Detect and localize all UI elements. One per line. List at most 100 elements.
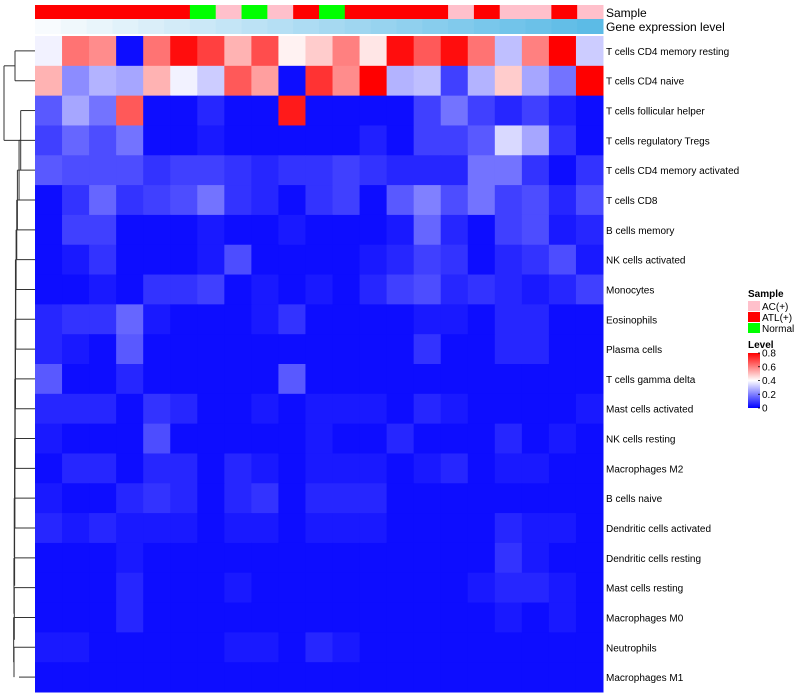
heatmap-cell [386,483,415,514]
heatmap-cell [224,662,252,693]
heatmap-cell [278,632,306,663]
heatmap-cell [548,155,577,186]
heatmap-cell [467,393,496,425]
heatmap-cell [35,36,63,67]
heatmap-cell [494,662,523,693]
legend-level-tick-label: 0 [762,404,768,415]
heatmap-cell [386,453,415,484]
heatmap-cell [467,423,496,454]
heatmap-cell [89,155,117,186]
heatmap-cell [521,572,550,604]
heatmap-cell [467,214,496,246]
heatmap-cell [440,483,469,514]
heatmap-cell [467,95,496,126]
heatmap-cell [35,65,63,97]
heatmap-cell [575,65,604,97]
row-label: Dendritic cells activated [606,524,711,535]
heatmap-cell [251,423,279,454]
row-label: Neutrophils [606,643,657,654]
heatmap-cell [116,185,144,216]
sample-annotation-bar [35,5,604,19]
heatmap-cell [359,483,388,514]
row-label: B cells memory [606,226,674,237]
heatmap-cell [278,95,306,126]
heatmap-cell [224,632,252,663]
heatmap-cell [116,155,144,186]
heatmap-cell [224,572,252,604]
heatmap-cell [197,423,225,454]
heatmap-cell [197,185,225,216]
heatmap-cell [440,423,469,454]
heatmap-cell [440,513,469,544]
heatmap-cell [467,244,496,276]
heatmap-cell [224,513,252,544]
heatmap-cell [494,185,523,216]
heatmap-cell [359,95,388,126]
heatmap-cell [62,214,90,246]
heatmap-cell [440,65,469,97]
legend-level-tick-label: 0.4 [762,376,776,387]
heatmap-cell [251,572,279,604]
sample-annotation-cell [499,5,527,19]
heatmap-cell [521,185,550,216]
heatmap-cell [35,334,63,365]
heatmap-cell [170,602,198,633]
heatmap-cell [143,632,171,663]
heatmap-cell [413,95,442,126]
heatmap-cell [170,364,198,395]
heatmap-cell [386,662,415,693]
heatmap-cell [89,572,117,604]
heatmap-cell [251,125,279,156]
legend-level-tick-label: 0.2 [762,390,776,401]
heatmap-cell [305,513,334,544]
expression-annotation-cell [60,19,88,34]
heatmap-cell [494,513,523,544]
heatmap-cell [197,364,225,395]
heatmap-cell [116,36,144,67]
heatmap-cell [35,214,63,246]
legend-sample-label: ATL(+) [762,313,792,324]
heatmap-cell [116,125,144,156]
heatmap-cell [116,244,144,276]
heatmap-cell [332,125,361,156]
heatmap-cell [89,304,117,335]
heatmap-cell [413,65,442,97]
heatmap-cell [521,662,550,693]
heatmap-cell [35,542,63,574]
heatmap-cell [224,155,252,186]
heatmap-cell [305,95,334,126]
heatmap-cells [35,36,604,693]
sample-annotation-cell [422,5,449,19]
heatmap-cell [62,364,90,395]
heatmap-cell [359,155,388,186]
heatmap-cell [224,453,252,484]
legend-sample-title: Sample [748,289,784,300]
expression-annotation-cell [112,19,139,34]
heatmap-cell [224,334,252,365]
heatmap-cell [224,214,252,246]
heatmap-cell [386,125,415,156]
heatmap-cell [278,542,306,574]
heatmap-cell [35,244,63,276]
heatmap-cell [35,95,63,126]
heatmap-cell [494,632,523,663]
heatmap-cell [467,36,496,67]
heatmap-cell [197,334,225,365]
heatmap-cell [278,185,306,216]
heatmap-cell [548,36,577,67]
heatmap-cell [170,453,198,484]
heatmap-cell [467,513,496,544]
heatmap-cell [35,662,63,693]
heatmap-cell [494,155,523,186]
row-label: T cells CD4 naive [606,77,685,88]
heatmap-cell [116,95,144,126]
heatmap-cell [170,304,198,335]
heatmap-cell [62,334,90,365]
heatmap-cell [575,632,604,663]
heatmap-cell [548,513,577,544]
heatmap-cell [521,513,550,544]
heatmap-cell [305,572,334,604]
heatmap-cell [548,453,577,484]
heatmap-cell [332,155,361,186]
